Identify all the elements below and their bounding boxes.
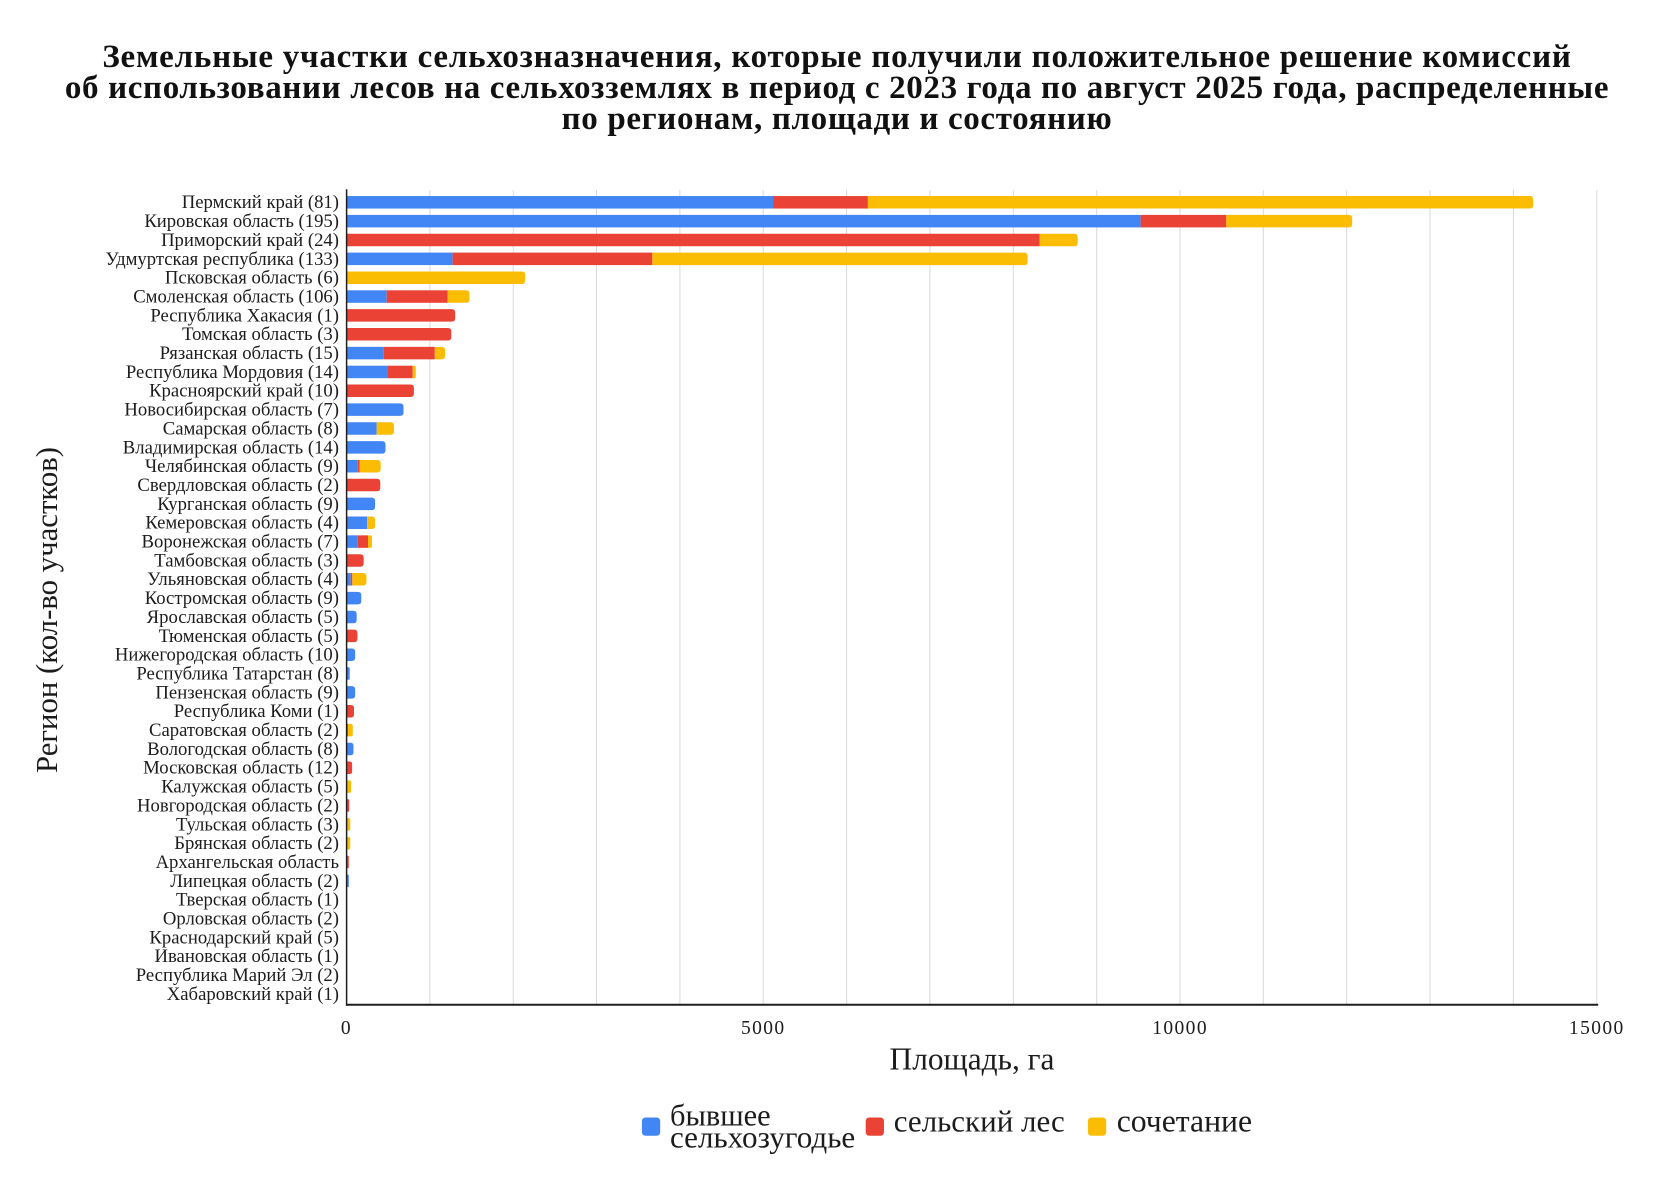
svg-text:5000: 5000 bbox=[741, 1018, 786, 1039]
svg-text:Площадь, га: Площадь, га bbox=[890, 1042, 1055, 1077]
svg-text:Удмуртская республика (133): Удмуртская республика (133) bbox=[105, 249, 339, 270]
svg-text:Брянская область (2): Брянская область (2) bbox=[174, 833, 339, 854]
svg-text:Челябинская область (9): Челябинская область (9) bbox=[145, 456, 339, 477]
svg-text:об использовании лесов на сель: об использовании лесов на сельхозземлях … bbox=[65, 70, 1609, 106]
svg-text:Республика Хакасия (1): Республика Хакасия (1) bbox=[150, 305, 339, 326]
svg-text:Кемеровская область (4): Кемеровская область (4) bbox=[145, 513, 339, 534]
svg-text:15000: 15000 bbox=[1569, 1018, 1625, 1039]
svg-text:Ивановская область (1): Ивановская область (1) bbox=[154, 946, 339, 967]
svg-text:Пермский край (81): Пермский край (81) bbox=[182, 192, 339, 213]
svg-text:Новгородская область (2): Новгородская область (2) bbox=[137, 795, 339, 816]
svg-text:Московская область (12): Московская область (12) bbox=[143, 758, 339, 779]
svg-text:Тверская область (1): Тверская область (1) bbox=[176, 890, 339, 911]
svg-text:Рязанская область (15): Рязанская область (15) bbox=[160, 343, 339, 364]
svg-text:Республика Марий Эл (2): Республика Марий Эл (2) bbox=[136, 965, 339, 986]
svg-text:Тульская область (3): Тульская область (3) bbox=[176, 814, 339, 835]
svg-text:Архангельская область: Архангельская область bbox=[156, 852, 339, 873]
svg-text:Республика Коми (1): Республика Коми (1) bbox=[174, 701, 339, 722]
svg-text:Владимирская область (14): Владимирская область (14) bbox=[123, 437, 339, 458]
svg-text:Воронежская область (7): Воронежская область (7) bbox=[142, 532, 339, 553]
svg-text:Вологодская область (8): Вологодская область (8) bbox=[147, 739, 339, 760]
svg-text:Калужская область (5): Калужская область (5) bbox=[161, 777, 339, 798]
svg-text:Нижегородская область (10): Нижегородская область (10) bbox=[115, 645, 339, 666]
svg-text:Регион (кол-во участков): Регион (кол-во участков) bbox=[30, 447, 64, 773]
svg-text:Красноярский край (10): Красноярский край (10) bbox=[149, 381, 339, 402]
svg-text:Тюменская область (5): Тюменская область (5) bbox=[159, 626, 339, 647]
svg-text:Свердловская область (2): Свердловская область (2) bbox=[137, 475, 339, 496]
svg-text:Тамбовская область (3): Тамбовская область (3) bbox=[154, 550, 339, 571]
svg-text:Смоленская область (106): Смоленская область (106) bbox=[133, 286, 339, 307]
svg-text:Новосибирская область (7): Новосибирская область (7) bbox=[124, 400, 339, 421]
svg-text:Самарская область (8): Самарская область (8) bbox=[163, 418, 339, 439]
svg-text:Приморский край (24): Приморский край (24) bbox=[161, 230, 339, 251]
svg-text:Земельные участки сельхозназна: Земельные участки сельхозназначения, кот… bbox=[102, 39, 1571, 75]
svg-text:Орловская область (2): Орловская область (2) bbox=[163, 909, 339, 930]
svg-text:Ульяновская область (4): Ульяновская область (4) bbox=[147, 569, 339, 590]
svg-text:Кировская область (195): Кировская область (195) bbox=[144, 211, 339, 232]
svg-text:Хабаровский край (1): Хабаровский край (1) bbox=[167, 984, 339, 1005]
svg-text:Костромская область (9): Костромская область (9) bbox=[145, 588, 339, 609]
svg-text:0: 0 bbox=[341, 1018, 352, 1039]
svg-text:Томская область (3): Томская область (3) bbox=[182, 324, 339, 345]
svg-text:Липецкая область (2): Липецкая область (2) bbox=[170, 871, 339, 892]
svg-text:Саратовская область (2): Саратовская область (2) bbox=[149, 720, 339, 741]
svg-text:по регионам, площади и состоян: по регионам, площади и состоянию bbox=[562, 101, 1113, 137]
svg-text:Ярославская область (5): Ярославская область (5) bbox=[147, 607, 339, 628]
svg-text:сельхозугодье: сельхозугодье bbox=[670, 1120, 855, 1155]
svg-text:Краснодарский край (5): Краснодарский край (5) bbox=[149, 927, 339, 948]
svg-text:Псковская область (6): Псковская область (6) bbox=[165, 268, 339, 289]
svg-text:Курганская область (9): Курганская область (9) bbox=[157, 494, 339, 515]
svg-text:Республика Татарстан (8): Республика Татарстан (8) bbox=[136, 663, 339, 684]
svg-text:10000: 10000 bbox=[1152, 1018, 1208, 1039]
svg-text:Пензенская область (9): Пензенская область (9) bbox=[155, 682, 339, 703]
svg-text:бывшее: бывшее bbox=[670, 1098, 771, 1132]
svg-text:сельский лес: сельский лес bbox=[894, 1104, 1065, 1139]
svg-text:Республика Мордовия (14): Республика Мордовия (14) bbox=[126, 362, 339, 383]
svg-text:сочетание: сочетание bbox=[1117, 1104, 1252, 1139]
